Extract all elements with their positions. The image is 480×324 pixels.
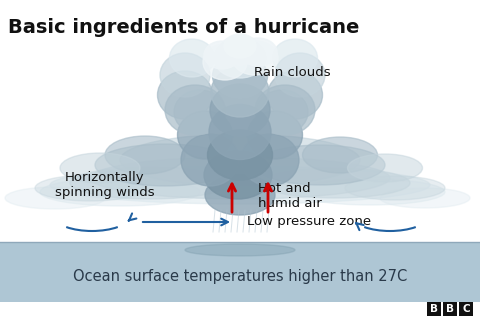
Ellipse shape: [232, 41, 278, 75]
Ellipse shape: [275, 53, 325, 97]
Ellipse shape: [60, 153, 140, 183]
Bar: [0, 242, 480, 302]
FancyBboxPatch shape: [443, 302, 457, 316]
Ellipse shape: [35, 175, 145, 201]
Ellipse shape: [95, 144, 235, 186]
Text: Low pressure zone: Low pressure zone: [247, 215, 371, 228]
Ellipse shape: [40, 178, 200, 206]
Ellipse shape: [185, 244, 295, 256]
Ellipse shape: [157, 71, 213, 119]
Ellipse shape: [220, 35, 260, 65]
Ellipse shape: [248, 111, 302, 159]
Ellipse shape: [205, 175, 275, 215]
Text: Basic ingredients of a hurricane: Basic ingredients of a hurricane: [8, 18, 360, 37]
Text: B: B: [430, 304, 438, 314]
Ellipse shape: [50, 166, 430, 204]
Ellipse shape: [70, 167, 230, 199]
Ellipse shape: [345, 176, 445, 200]
Ellipse shape: [255, 85, 315, 135]
Text: Rain clouds: Rain clouds: [254, 65, 330, 78]
Ellipse shape: [120, 134, 360, 186]
Ellipse shape: [380, 188, 470, 208]
Ellipse shape: [165, 85, 225, 135]
Ellipse shape: [207, 130, 273, 180]
Ellipse shape: [214, 38, 266, 78]
Ellipse shape: [90, 157, 390, 199]
Ellipse shape: [241, 134, 299, 186]
Ellipse shape: [169, 39, 215, 77]
Ellipse shape: [204, 41, 240, 69]
Ellipse shape: [174, 90, 226, 134]
Ellipse shape: [213, 54, 267, 98]
Ellipse shape: [348, 154, 422, 182]
Text: Hot and
humid air: Hot and humid air: [258, 182, 322, 210]
Ellipse shape: [209, 105, 271, 159]
Ellipse shape: [5, 187, 105, 209]
Ellipse shape: [160, 53, 210, 97]
Ellipse shape: [260, 168, 410, 198]
Ellipse shape: [255, 145, 385, 185]
Ellipse shape: [302, 137, 377, 173]
Text: Horizontally
spinning winds: Horizontally spinning winds: [55, 171, 155, 199]
Text: C: C: [462, 304, 470, 314]
Ellipse shape: [295, 179, 445, 205]
FancyBboxPatch shape: [459, 302, 473, 316]
Ellipse shape: [178, 111, 232, 159]
Ellipse shape: [181, 134, 239, 186]
Ellipse shape: [210, 84, 270, 136]
FancyBboxPatch shape: [427, 302, 441, 316]
Ellipse shape: [203, 44, 247, 80]
Text: B: B: [446, 304, 454, 314]
Ellipse shape: [105, 136, 185, 174]
Ellipse shape: [239, 38, 277, 66]
Ellipse shape: [267, 71, 323, 119]
Ellipse shape: [256, 90, 308, 134]
Ellipse shape: [211, 67, 269, 117]
Text: Ocean surface temperatures higher than 27C: Ocean surface temperatures higher than 2…: [73, 269, 407, 284]
Ellipse shape: [224, 34, 256, 58]
Ellipse shape: [273, 39, 317, 77]
Ellipse shape: [204, 151, 272, 199]
